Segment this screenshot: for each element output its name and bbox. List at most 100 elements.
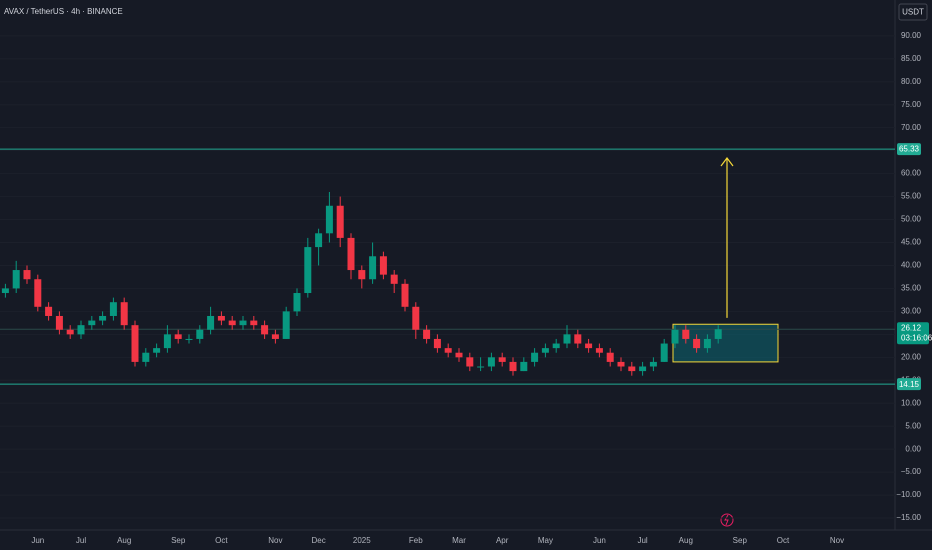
y-tick-label: −10.00	[896, 490, 921, 499]
candle-body	[1, 288, 9, 294]
y-tick-label: −5.00	[901, 467, 922, 476]
candle-body	[109, 302, 117, 316]
x-tick-label: Jun	[31, 536, 44, 545]
candle-body	[45, 306, 53, 316]
candle-body	[477, 366, 485, 368]
y-tick-label: 40.00	[901, 261, 922, 270]
quote-button[interactable]	[898, 3, 928, 21]
x-tick-label: Sep	[733, 536, 748, 545]
candle-body	[271, 334, 279, 339]
y-tick-label: 80.00	[901, 77, 922, 86]
y-tick-label: 5.00	[905, 421, 921, 430]
x-tick-label: May	[538, 536, 553, 545]
chart-title: AVAX / TetherUS · 4h · BINANCE	[4, 7, 123, 16]
candle-body	[185, 338, 193, 340]
candle-body	[315, 233, 323, 248]
candle-body	[174, 334, 182, 339]
y-tick-label: 35.00	[901, 284, 922, 293]
candle-body	[455, 352, 463, 358]
candle-body	[660, 343, 668, 362]
candle-body	[88, 320, 96, 326]
candle-body	[552, 343, 560, 349]
candle-body	[358, 270, 366, 280]
level-label: 65.33	[899, 145, 920, 154]
x-tick-label: Aug	[679, 536, 693, 545]
candle-body	[282, 311, 290, 339]
y-tick-label: 45.00	[901, 238, 922, 247]
candle-body	[153, 348, 161, 353]
candle-body	[628, 366, 636, 372]
candle-body	[196, 329, 204, 339]
candle-body	[228, 320, 236, 326]
x-tick-label: Jul	[637, 536, 647, 545]
y-tick-label: −15.00	[896, 513, 921, 522]
candle-body	[55, 315, 63, 330]
level-badge	[897, 143, 921, 156]
candle-body	[207, 315, 215, 330]
x-tick-label: Feb	[409, 536, 423, 545]
x-tick-label: Nov	[830, 536, 844, 545]
candle-body	[336, 205, 344, 238]
candle-body	[541, 348, 549, 353]
x-tick-label: Apr	[496, 536, 509, 545]
candle-body	[261, 325, 269, 335]
x-tick-label: Nov	[268, 536, 282, 545]
candle-body	[347, 237, 355, 271]
y-tick-label: 70.00	[901, 123, 922, 132]
candle-body	[217, 315, 225, 321]
candle-body	[131, 325, 139, 362]
candle-body	[23, 270, 31, 280]
candle-body	[433, 338, 441, 349]
last-price-badge	[897, 322, 929, 345]
candle-body	[595, 348, 603, 353]
countdown-label: 03:16:06	[901, 333, 932, 342]
candle-body	[563, 334, 571, 344]
x-tick-label: Oct	[215, 536, 228, 545]
candle-body	[531, 352, 539, 362]
candle-body	[250, 320, 258, 326]
candle-body	[120, 302, 128, 326]
x-tick-label: Aug	[117, 536, 131, 545]
candle-body	[325, 205, 333, 234]
candle-body	[574, 334, 582, 344]
x-tick-label: Sep	[171, 536, 186, 545]
x-tick-label: Oct	[777, 536, 790, 545]
last-price-label: 26.12	[901, 323, 922, 332]
candle-body	[142, 352, 150, 362]
candle-body	[239, 320, 247, 326]
x-tick-label: Dec	[311, 536, 325, 545]
candle-body	[66, 329, 74, 335]
quote-button-label[interactable]: USDT	[902, 8, 924, 17]
candle-body	[423, 329, 431, 339]
y-tick-label: 30.00	[901, 306, 922, 315]
candle-body	[12, 270, 20, 289]
y-tick-label: 50.00	[901, 215, 922, 224]
level-badge	[897, 378, 921, 391]
x-tick-label: Mar	[452, 536, 466, 545]
candle-body	[304, 247, 312, 294]
y-tick-label: 90.00	[901, 31, 922, 40]
replay-icon[interactable]	[720, 513, 734, 527]
target-arrow-head	[720, 156, 734, 167]
x-tick-label: Jul	[76, 536, 86, 545]
candle-body	[444, 348, 452, 353]
candle-body	[606, 352, 614, 362]
candle-body	[487, 357, 495, 367]
target-zone	[672, 323, 779, 363]
candle-body	[379, 256, 387, 275]
candle-body	[509, 361, 517, 372]
candle-body	[163, 334, 171, 349]
candle-body	[617, 361, 625, 367]
candle-body	[401, 283, 409, 307]
y-tick-label: 10.00	[901, 398, 922, 407]
candle-body	[649, 361, 657, 367]
y-tick-label: 75.00	[901, 100, 922, 109]
candle-body	[412, 306, 420, 330]
y-tick-label: 0.00	[905, 444, 921, 453]
candle-body	[390, 274, 398, 284]
candle-body	[585, 343, 593, 349]
candle-body	[369, 256, 377, 280]
y-tick-label: 60.00	[901, 169, 922, 178]
y-tick-label: 55.00	[901, 192, 922, 201]
